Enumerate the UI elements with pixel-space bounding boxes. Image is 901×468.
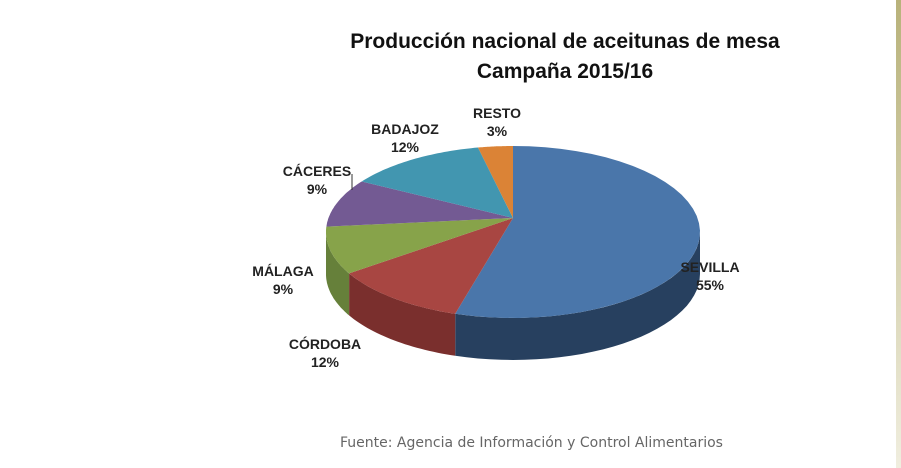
pie-side-córdoba <box>349 273 456 356</box>
label-malaga: MÁLAGA 9% <box>252 263 314 297</box>
chart-title: Producción nacional de aceitunas de mesa <box>350 30 780 53</box>
pie-slice-málaga <box>326 218 513 274</box>
label-cordoba: CÓRDOBA 12% <box>288 336 362 370</box>
label-badajoz: BADAJOZ 12% <box>371 121 439 155</box>
source-note: Fuente: Agencia de Información y Control… <box>340 435 723 451</box>
label-resto: RESTO 3% <box>473 105 521 139</box>
pie-slice-cáceres <box>326 181 513 227</box>
pie-slice-sevilla <box>455 146 700 318</box>
pie-side-málaga <box>326 232 350 316</box>
pie-slice-resto <box>478 146 513 218</box>
pie-side-sevilla <box>455 232 700 360</box>
label-sevilla: SEVILLA 55% <box>680 259 740 293</box>
pie-slice-córdoba <box>349 218 513 314</box>
chart-subtitle: Campaña 2015/16 <box>476 60 654 83</box>
accent-stripe <box>896 0 901 468</box>
pie-slice-badajoz <box>361 147 513 218</box>
label-caceres: CÁCERES 9% <box>282 163 352 197</box>
